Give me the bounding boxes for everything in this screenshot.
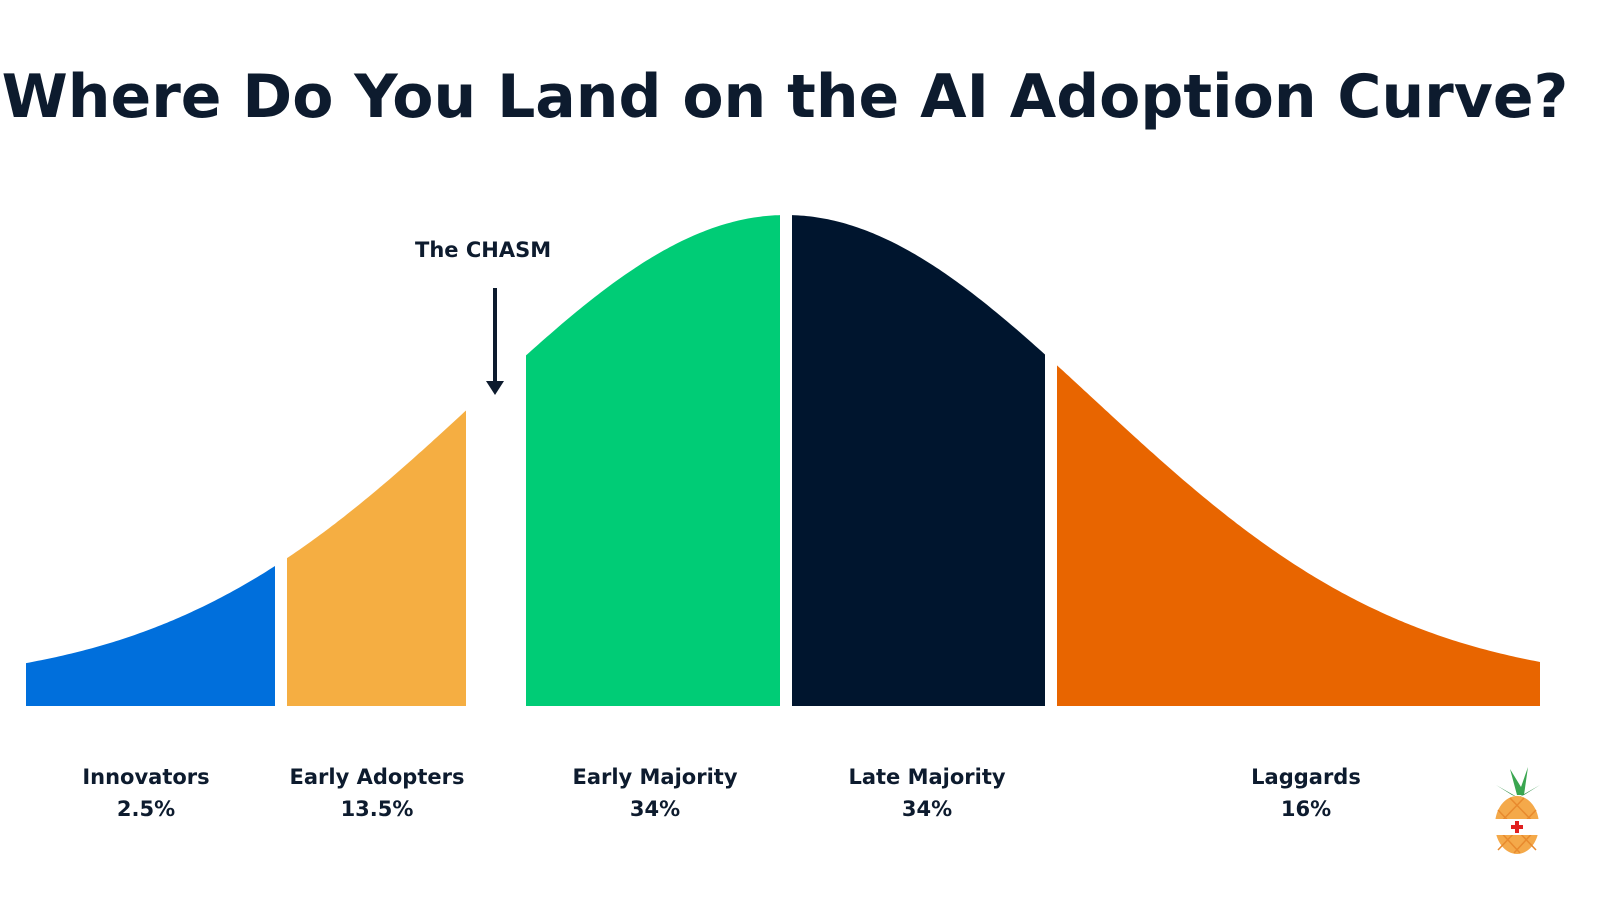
value-label: 13.5% bbox=[340, 797, 414, 821]
value-label: 16% bbox=[1280, 797, 1332, 821]
label-late-majority: Late Majority 34% bbox=[807, 761, 1047, 825]
label-early-adopters: Early Adopters 13.5% bbox=[257, 761, 497, 825]
label-innovators: Innovators 2.5% bbox=[26, 761, 266, 825]
label-early-majority: Early Majority 34% bbox=[535, 761, 775, 825]
category-label: Laggards bbox=[1251, 765, 1361, 789]
chasm-annotation: The CHASM bbox=[415, 238, 552, 262]
value-label: 2.5% bbox=[116, 797, 176, 821]
segment-innovators bbox=[26, 566, 275, 706]
category-label: Late Majority bbox=[848, 765, 1006, 789]
value-label: 34% bbox=[901, 797, 953, 821]
category-label: Innovators bbox=[82, 765, 210, 789]
segment-early-majority bbox=[526, 215, 780, 706]
pineapple-logo-icon bbox=[1495, 767, 1540, 854]
chasm-arrow-head bbox=[486, 381, 504, 395]
segment-early-adopters bbox=[287, 410, 466, 706]
segment-laggards bbox=[1057, 365, 1540, 706]
value-label: 34% bbox=[629, 797, 681, 821]
category-label: Early Majority bbox=[572, 765, 738, 789]
category-label: Early Adopters bbox=[289, 765, 465, 789]
label-laggards: Laggards 16% bbox=[1186, 761, 1426, 825]
segment-late-majority bbox=[792, 215, 1045, 706]
chart-title: Where Do You Land on the AI Adoption Cur… bbox=[1, 62, 1569, 132]
